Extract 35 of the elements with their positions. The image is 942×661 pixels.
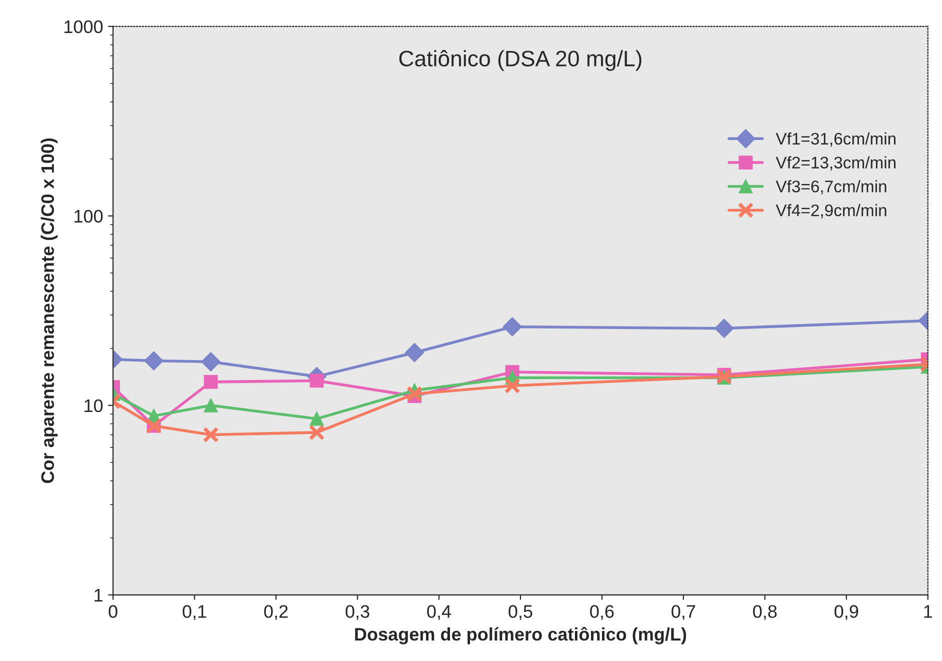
x-tick-label: 0,4 [427, 605, 451, 620]
y-tick-label: 1 [94, 589, 102, 602]
x-tick-label: 0 [108, 605, 118, 618]
y-tick-label: 10 [84, 399, 103, 412]
legend-label: Vf1=31,6cm/min [776, 132, 896, 147]
point [504, 378, 520, 394]
point [310, 412, 324, 426]
x-axis-title: Dosagem de polímero catiônico (mg/L) [355, 627, 686, 644]
x-tick-label: 0,7 [672, 605, 696, 620]
point [310, 374, 324, 388]
y-axis-title: Cor aparente remanescente (C/C0 x 100) [40, 138, 58, 484]
text: Catiônico (DSA 20 mg/L) [399, 50, 642, 71]
x-tick-label: 0,3 [346, 605, 370, 620]
point [502, 317, 522, 336]
x-tick-label: 0,8 [753, 605, 777, 620]
point [204, 375, 218, 389]
point [406, 386, 423, 402]
x-tick-label: 0,6 [590, 605, 614, 620]
x-tick-label: 0,5 [508, 605, 532, 620]
point [404, 343, 424, 362]
y-tick-label: 1000 [64, 20, 103, 34]
y-tick-label: 100 [74, 210, 103, 223]
legend-label: Vf3=6,7cm/min [776, 180, 886, 194]
x-tick-label: 0,9 [834, 605, 858, 620]
point [201, 352, 220, 372]
x-tick-label: 1 [924, 605, 932, 618]
point [204, 398, 218, 412]
x-tick-label: 0,1 [182, 605, 206, 620]
point [202, 426, 219, 443]
legend-label: Vf2=13,3cm/min [776, 156, 896, 170]
x-tick-label: 0,2 [264, 605, 288, 620]
point [308, 424, 325, 440]
point [714, 318, 734, 338]
legend-label: Vf4=2,9cm/min [776, 204, 886, 218]
point [144, 351, 164, 370]
